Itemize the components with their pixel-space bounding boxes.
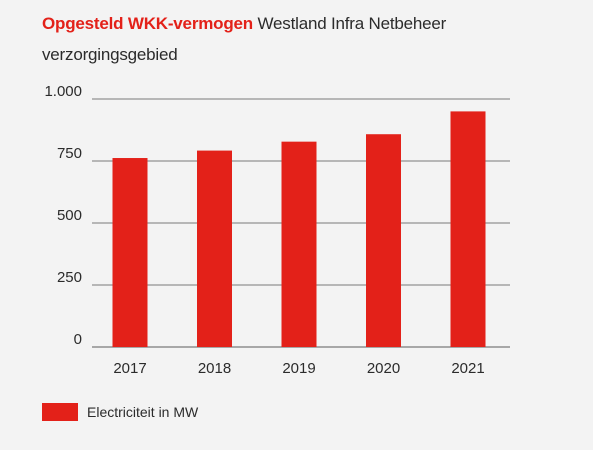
chart-title-bold: Opgesteld WKK-vermogen [42, 14, 253, 33]
legend: Electriciteit in MW [42, 403, 198, 421]
bar-2017 [112, 158, 148, 347]
x-tick-label: 2017 [113, 360, 146, 377]
legend-label: Electriciteit in MW [87, 404, 199, 420]
y-tick-label: 0 [74, 331, 82, 348]
chart-title: Opgesteld WKK-vermogen Westland Infra Ne… [42, 13, 446, 35]
bar-2021 [450, 111, 486, 348]
legend-swatch [42, 403, 78, 421]
bar-2019 [281, 141, 317, 347]
y-tick-label: 500 [57, 207, 82, 224]
bars [112, 111, 486, 348]
y-tick-label: 750 [57, 145, 82, 162]
x-axis-ticks: 2017 2018 2019 2020 2021 [113, 360, 484, 377]
x-tick-label: 2019 [282, 360, 315, 377]
bar-2018 [197, 150, 232, 347]
bar-2020 [366, 134, 401, 347]
chart-title-line2: verzorgingsgebied [42, 45, 178, 64]
x-tick-label: 2021 [451, 360, 484, 377]
y-tick-label: 1.000 [44, 83, 82, 100]
x-tick-label: 2018 [198, 360, 231, 377]
y-tick-label: 250 [57, 269, 82, 286]
y-axis-ticks: 0 250 500 750 1.000 [44, 83, 82, 348]
chart-title-normal: Westland Infra Netbeheer [257, 14, 447, 33]
x-tick-label: 2020 [367, 360, 400, 377]
